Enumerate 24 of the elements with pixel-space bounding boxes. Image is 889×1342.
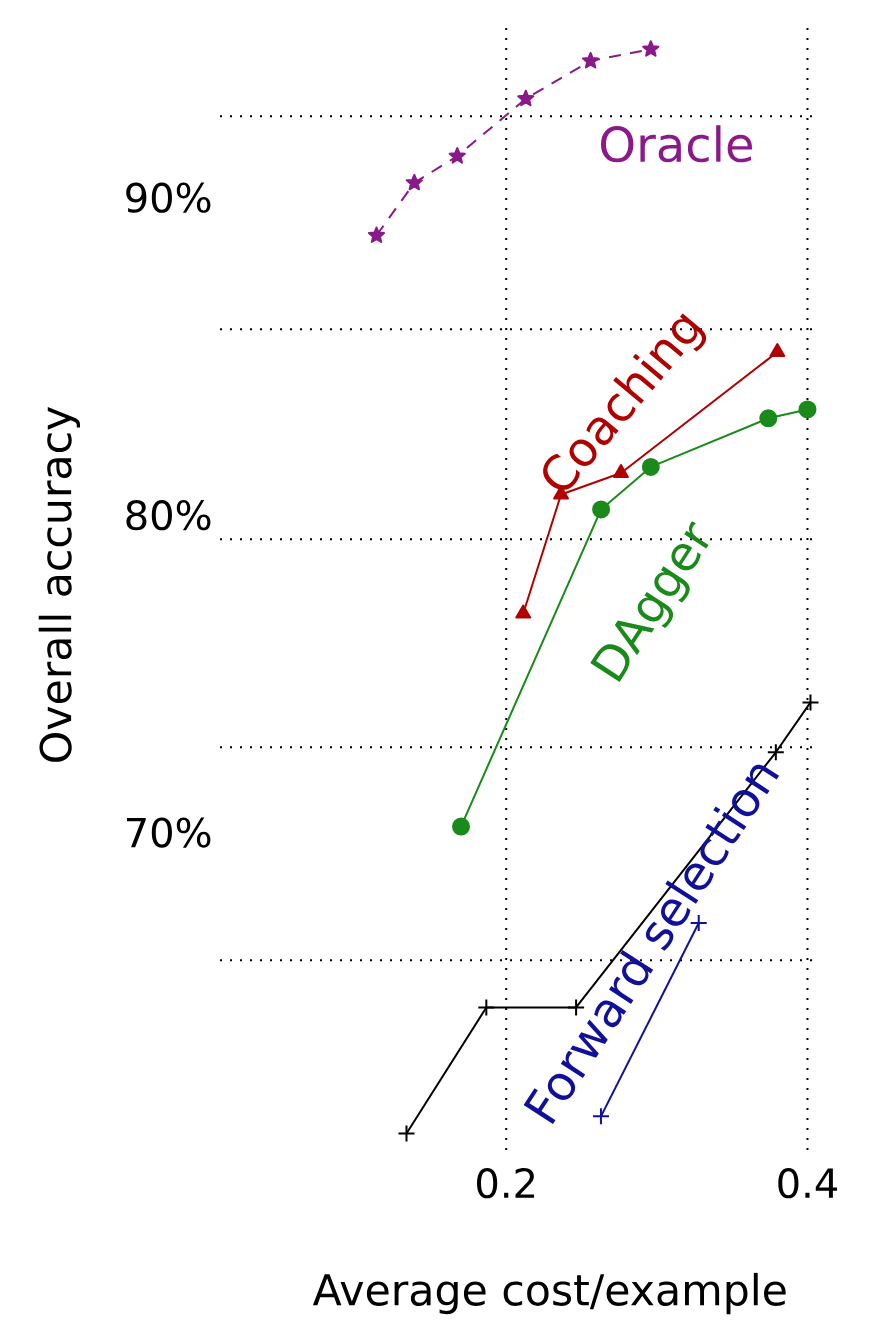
point: [759, 409, 778, 428]
point: [766, 743, 785, 762]
x-tick-label: 0.2: [477, 1168, 535, 1199]
point: [397, 1124, 416, 1143]
y-tick-label: 80%: [126, 500, 211, 531]
point: [452, 817, 471, 836]
point: [517, 89, 535, 107]
point: [769, 343, 786, 358]
point: [642, 40, 660, 57]
y-tick-label: 90%: [126, 182, 211, 213]
series-label: Oracle: [601, 125, 752, 163]
point: [592, 500, 611, 519]
x-axis-title: Average cost/example: [312, 1272, 786, 1315]
point: [477, 998, 496, 1017]
y-tick-label: 70%: [127, 817, 211, 848]
point: [405, 173, 423, 191]
y-axis-title: Overall accuracy: [38, 406, 80, 762]
point: [798, 400, 817, 419]
point: [515, 604, 532, 619]
point: [581, 51, 600, 69]
point: [448, 147, 466, 164]
point: [801, 693, 820, 712]
point: [367, 226, 386, 243]
x-tick-label: 0.4: [778, 1168, 838, 1199]
